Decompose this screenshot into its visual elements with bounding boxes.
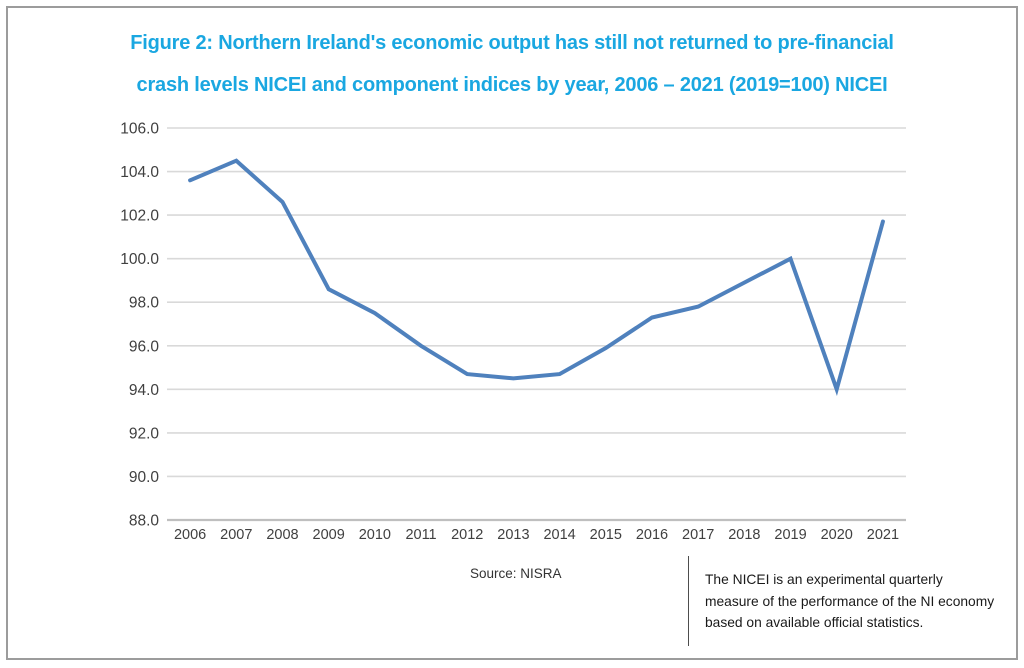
y-tick-label: 96.0 bbox=[129, 338, 160, 355]
x-tick-label: 2016 bbox=[636, 527, 668, 543]
x-tick-label: 2010 bbox=[359, 527, 391, 543]
figure-title-line-1: Figure 2: Northern Ireland's economic ou… bbox=[130, 32, 894, 54]
x-tick-label: 2007 bbox=[220, 527, 252, 543]
y-tick-label: 98.0 bbox=[129, 295, 160, 312]
y-tick-label: 88.0 bbox=[129, 513, 160, 530]
y-tick-label: 90.0 bbox=[129, 469, 160, 486]
x-tick-label: 2012 bbox=[451, 527, 483, 543]
series-line-nicei bbox=[188, 158, 885, 396]
x-tick-label: 2018 bbox=[728, 527, 760, 543]
x-tick-label: 2019 bbox=[774, 527, 806, 543]
nicei-annotation-box: The NICEI is an experimental quarterly m… bbox=[688, 556, 1000, 646]
figure-title-line-2: crash levels NICEI and component indices… bbox=[136, 74, 888, 96]
x-tick-label: 2011 bbox=[405, 527, 436, 543]
x-tick-label: 2008 bbox=[266, 527, 298, 543]
y-tick-label: 100.0 bbox=[120, 251, 159, 268]
x-tick-label: 2014 bbox=[543, 527, 575, 543]
annotation-line-3: based on available official statistics. bbox=[705, 615, 924, 630]
source-note: Source: NISRA bbox=[470, 566, 562, 581]
y-tick-label: 104.0 bbox=[120, 164, 159, 181]
annotation-line-1: The NICEI is an experimental quarterly bbox=[705, 572, 943, 587]
x-tick-label: 2006 bbox=[174, 527, 206, 543]
y-tick-label: 102.0 bbox=[120, 208, 159, 225]
x-tick-label: 2015 bbox=[590, 527, 622, 543]
y-tick-label: 106.0 bbox=[120, 121, 159, 138]
figure-title: Figure 2: Northern Ireland's economic ou… bbox=[30, 22, 994, 106]
x-tick-label: 2020 bbox=[821, 527, 853, 543]
y-tick-label: 94.0 bbox=[129, 382, 160, 399]
x-tick-label: 2009 bbox=[313, 527, 345, 543]
y-tick-label: 92.0 bbox=[129, 425, 160, 442]
x-tick-label: 2017 bbox=[682, 527, 714, 543]
x-tick-label: 2013 bbox=[497, 527, 529, 543]
annotation-line-2: measure of the performance of the NI eco… bbox=[705, 593, 995, 609]
x-tick-label: 2021 bbox=[867, 527, 899, 543]
